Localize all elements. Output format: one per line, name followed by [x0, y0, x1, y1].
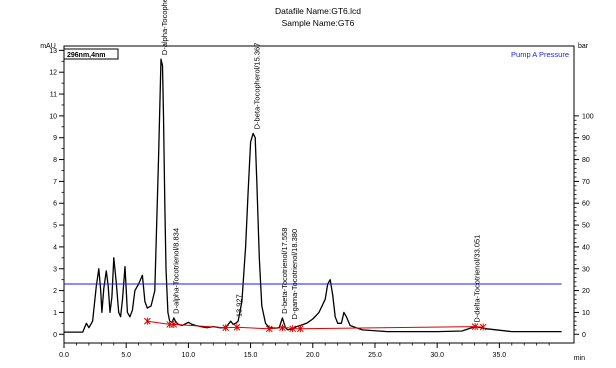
peak-label: D-beta-Tocotrienol/17.558: [280, 228, 289, 314]
y-tick-label: 10: [49, 113, 57, 120]
y-tick-label: 11: [50, 92, 57, 99]
y-tick-label: 8: [53, 157, 57, 164]
integration-marker: [479, 323, 487, 331]
chart-axes: 0.0 5.0 10.0 15.0 20.0 25.0 30.0 35.00123456789…: [49, 45, 594, 359]
integration-marker: [471, 323, 479, 331]
y-tick-label: 0: [53, 332, 57, 339]
y2-tick-label: 80: [582, 157, 590, 164]
x-tick-label: 0.0: [59, 352, 69, 359]
peak-label: D-gama-Tocotrienol/18.380: [290, 229, 299, 319]
x-tick-label: 20.0: [306, 352, 320, 359]
peak-label: D-alpha-Tocotrienol/8.834: [171, 228, 180, 314]
x-tick-label: 10.0: [182, 352, 196, 359]
pressure-legend: Pump A Pressure: [511, 50, 569, 59]
y-axis-unit: mAU: [40, 43, 56, 50]
y2-tick-label: 90: [582, 135, 590, 142]
sample-name: Sample Name:GT6: [282, 18, 355, 28]
y2-tick-label: 60: [582, 201, 590, 208]
y-tick-label: 6: [53, 201, 57, 208]
integration-marker: [289, 325, 296, 333]
y-tick-label: 1: [53, 310, 57, 317]
x-tick-label: 30.0: [430, 352, 444, 359]
y-tick-label: 2: [53, 288, 57, 295]
y2-tick-label: 50: [582, 223, 590, 230]
x-axis-unit: min: [574, 355, 585, 362]
integration-marker: [170, 320, 178, 328]
chart-peak-labels: D-alpha-Tocopherol/7.938 D-alpha-Tocotrie…: [160, 0, 481, 323]
y2-tick-label: 30: [582, 266, 590, 273]
peak-label: D-delta-Tocotrienol/33.051: [473, 235, 482, 323]
y-tick-label: 3: [53, 266, 57, 273]
y-tick-label: 12: [49, 70, 57, 77]
integration-marker: [233, 323, 241, 331]
y2-tick-label: 10: [582, 310, 590, 317]
detector-label: 296nm,4nm: [67, 52, 106, 59]
x-tick-label: 25.0: [368, 352, 382, 359]
x-tick-label: 15.0: [244, 352, 258, 359]
y-tick-label: 7: [53, 179, 57, 186]
integration-marker: [296, 325, 304, 333]
x-tick-label: 35.0: [493, 352, 507, 359]
y2-axis-unit: bar: [578, 43, 589, 50]
y2-tick-label: 0: [582, 332, 586, 339]
y2-tick-label: 40: [582, 244, 590, 251]
y2-tick-label: 70: [582, 179, 590, 186]
integration-marker: [222, 324, 230, 332]
y-tick-label: 4: [53, 244, 57, 251]
y2-tick-label: 100: [582, 113, 594, 120]
peak-label: D-alpha-Tocopherol/7.938: [160, 0, 169, 55]
y2-tick-label: 20: [582, 288, 590, 295]
peak-label: D-beta-Tocopherol/15.367: [253, 43, 262, 130]
x-tick-label: 5.0: [121, 352, 131, 359]
integration-marker: [265, 325, 273, 333]
y-tick-label: 9: [53, 135, 57, 142]
integration-marker: [143, 317, 151, 325]
integration-marker: [279, 324, 286, 332]
y-tick-label: 5: [53, 223, 57, 230]
y-tick-label: 13: [49, 48, 57, 55]
datafile-name: Datafile Name:GT6.lcd: [275, 6, 361, 16]
peak-label: 13.927: [235, 294, 244, 317]
chart-traces: [64, 58, 562, 333]
